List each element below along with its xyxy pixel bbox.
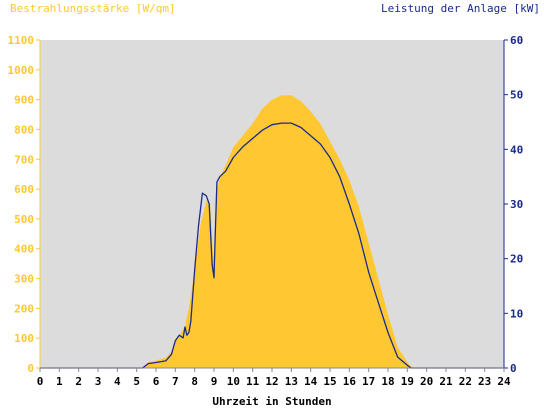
x-tick-label: 16 — [343, 375, 357, 388]
left-tick-label: 600 — [14, 183, 34, 196]
x-tick-label: 11 — [246, 375, 260, 388]
x-tick-label: 22 — [459, 375, 472, 388]
x-tick-label: 0 — [37, 375, 44, 388]
left-tick-label: 0 — [27, 362, 34, 375]
x-tick-label: 12 — [265, 375, 278, 388]
x-tick-label: 20 — [420, 375, 433, 388]
x-tick-label: 3 — [95, 375, 102, 388]
right-tick-label: 50 — [510, 89, 523, 102]
right-tick-label: 0 — [510, 362, 517, 375]
right-axis-label: Leistung der Anlage [kW] — [381, 2, 540, 15]
left-tick-label: 1000 — [8, 64, 35, 77]
x-tick-label: 19 — [401, 375, 414, 388]
right-tick-label: 20 — [510, 253, 523, 266]
left-tick-label: 400 — [14, 243, 34, 256]
x-tick-label: 13 — [285, 375, 298, 388]
x-tick-label: 14 — [304, 375, 318, 388]
power-line-series — [40, 122, 504, 369]
x-tick-label: 2 — [75, 375, 82, 388]
x-tick-label: 18 — [381, 375, 394, 388]
x-tick-label: 6 — [153, 375, 160, 388]
x-tick-label: 23 — [478, 375, 491, 388]
left-tick-label: 1100 — [8, 34, 35, 47]
right-tick-label: 10 — [510, 307, 523, 320]
left-tick-label: 900 — [14, 94, 34, 107]
x-tick-label: 21 — [439, 375, 453, 388]
left-tick-label: 800 — [14, 123, 34, 136]
left-tick-label: 200 — [14, 302, 34, 315]
left-tick-label: 500 — [14, 213, 34, 226]
x-tick-label: 8 — [191, 375, 198, 388]
series-layer — [40, 95, 504, 369]
x-tick-label: 7 — [172, 375, 179, 388]
x-tick-label: 4 — [114, 375, 121, 388]
axes-layer: 0100200300400500600700800900100011000102… — [8, 34, 524, 388]
left-tick-label: 700 — [14, 153, 34, 166]
x-tick-label: 9 — [211, 375, 218, 388]
right-tick-label: 40 — [510, 143, 523, 156]
right-tick-label: 60 — [510, 34, 523, 47]
left-tick-label: 100 — [14, 332, 34, 345]
x-tick-label: 10 — [227, 375, 240, 388]
right-tick-label: 30 — [510, 198, 523, 211]
left-tick-label: 300 — [14, 273, 34, 286]
x-tick-label: 17 — [362, 375, 375, 388]
x-axis-label: Uhrzeit in Stunden — [212, 395, 331, 408]
x-tick-label: 5 — [133, 375, 140, 388]
irradiance-area-series — [40, 95, 504, 368]
left-axis-label: Bestrahlungsstärke [W/qm] — [10, 2, 176, 15]
x-tick-label: 15 — [323, 375, 336, 388]
x-tick-label: 1 — [56, 375, 63, 388]
x-tick-label: 24 — [497, 375, 511, 388]
